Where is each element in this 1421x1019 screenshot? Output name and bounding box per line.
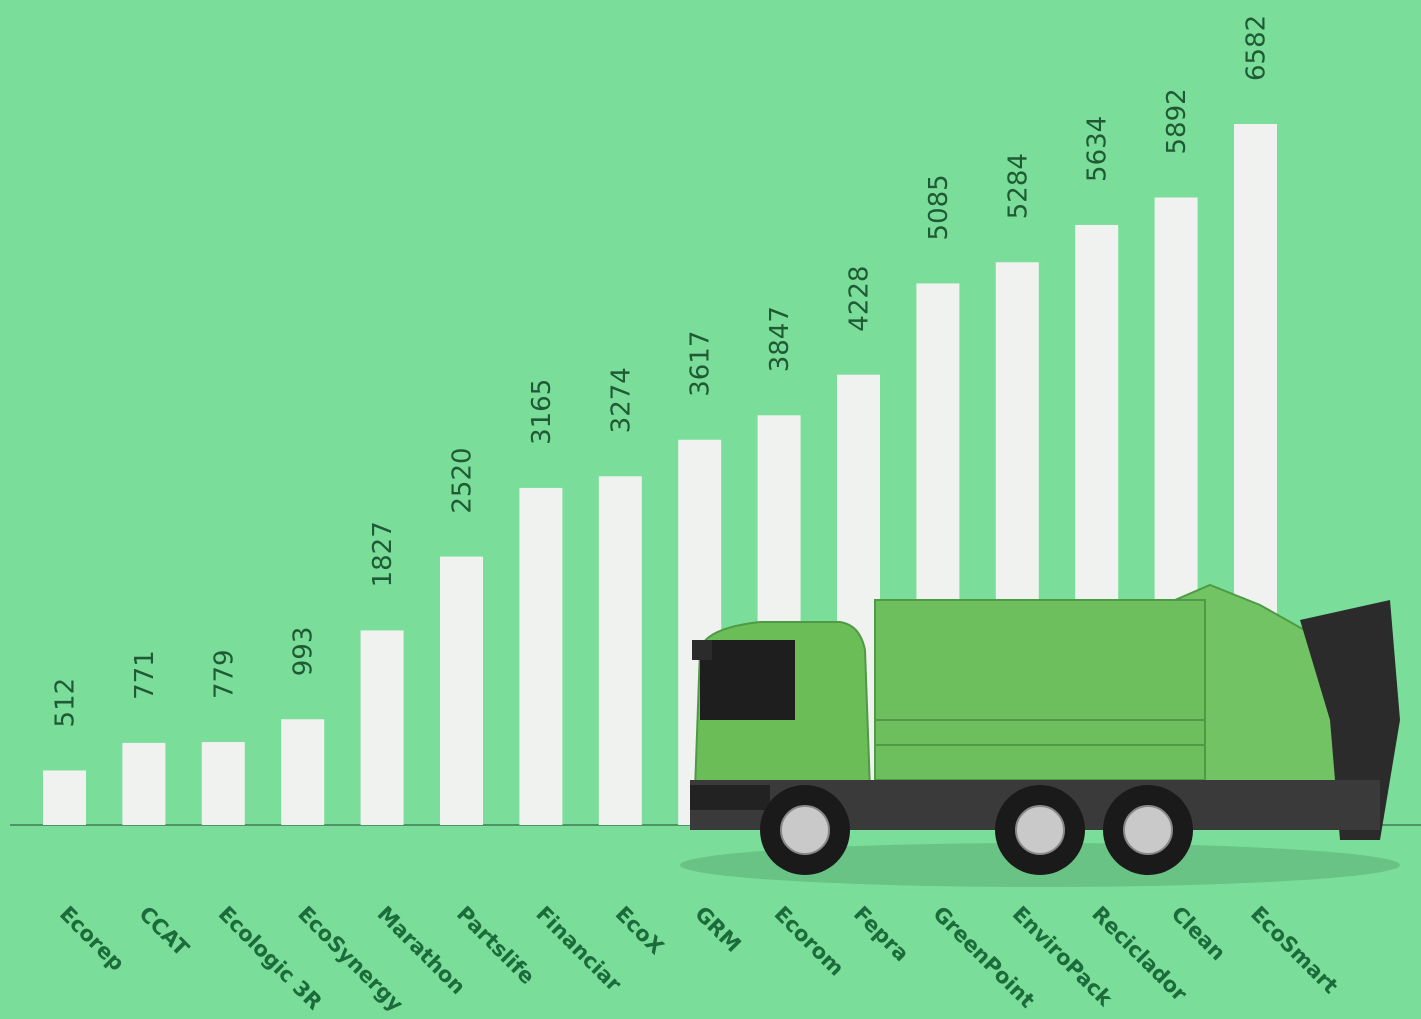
value-label: 5892 bbox=[1162, 88, 1192, 154]
value-label: 1827 bbox=[368, 521, 398, 587]
value-label: 4228 bbox=[845, 266, 875, 332]
bar bbox=[201, 742, 245, 825]
bar bbox=[440, 556, 483, 825]
value-label: 3165 bbox=[527, 379, 557, 445]
bar bbox=[281, 719, 325, 825]
bar bbox=[519, 487, 563, 825]
truck bbox=[680, 583, 1400, 887]
value-label: 5085 bbox=[924, 174, 954, 240]
bar bbox=[43, 770, 86, 825]
bar bbox=[598, 476, 642, 825]
bar bbox=[360, 630, 404, 825]
value-label: 993 bbox=[289, 627, 319, 677]
value-label: 3274 bbox=[606, 367, 636, 433]
bar bbox=[122, 742, 166, 825]
value-label: 771 bbox=[130, 650, 160, 700]
value-label: 3617 bbox=[686, 331, 716, 397]
value-label: 779 bbox=[209, 649, 239, 699]
value-label: 6582 bbox=[1242, 15, 1272, 81]
value-label: 3847 bbox=[765, 306, 795, 372]
value-label: 5284 bbox=[1003, 153, 1033, 219]
value-label: 512 bbox=[51, 678, 81, 728]
value-label: 5634 bbox=[1083, 116, 1113, 182]
value-label: 2520 bbox=[448, 447, 478, 513]
